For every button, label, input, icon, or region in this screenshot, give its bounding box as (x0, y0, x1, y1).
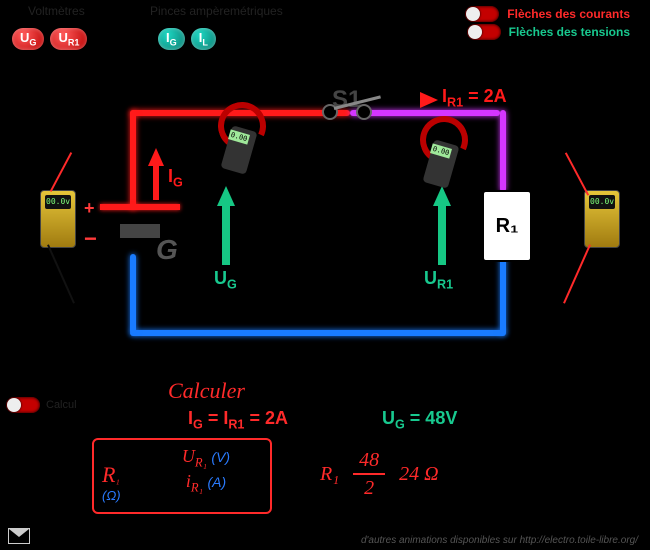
calc-ug-line: UG = 48V (382, 408, 457, 432)
formula-fraction: UR₁ (V) iR₁ (A) (158, 446, 254, 495)
formula-r: R₁ (102, 462, 120, 488)
resistor-r1: R₁ (482, 190, 532, 262)
ammeters-label: Pinces ampèremétriques (150, 4, 283, 18)
result-fraction: 48 2 (353, 450, 385, 498)
result-r: R₁ (320, 463, 339, 486)
toggle-calc-label: Calcul (46, 399, 77, 411)
calc-ig-line: IG = IR1 = 2A (188, 408, 288, 432)
il-button[interactable]: IL (191, 28, 216, 50)
lead (565, 152, 589, 195)
ur1-button[interactable]: UR1 (50, 28, 87, 50)
result-calc: R₁ 48 2 24 Ω (320, 450, 439, 498)
plus-icon: + (84, 198, 95, 219)
generator: + − G (100, 204, 180, 238)
formula-box: R₁ (Ω) UR₁ (V) iR₁ (A) (92, 438, 272, 514)
wire-right-blue (500, 255, 506, 335)
minus-icon: − (84, 226, 97, 252)
ug-label: UG (214, 268, 237, 292)
ug-arrow (222, 205, 230, 265)
voltmeter-left[interactable]: 00.0v (40, 190, 76, 248)
ir1-arrow-head (420, 92, 438, 108)
toggle-currents-label: Flèches des courants (507, 7, 630, 21)
lead (50, 152, 72, 192)
ug-arrow-head (217, 186, 235, 206)
wire-right-magenta (500, 110, 506, 192)
result-value: 24 Ω (399, 463, 438, 486)
ig-arrow (153, 164, 159, 200)
mail-icon[interactable] (8, 528, 30, 544)
clamp-meter-ir1[interactable]: 0.00 (420, 116, 460, 188)
calc-title: Calculer (168, 378, 245, 404)
formula-ohm-unit: (Ω) (102, 488, 121, 503)
footer-credit: d'autres animations disponibles sur http… (361, 535, 638, 546)
ammeter-buttons: IG IL (158, 28, 216, 50)
ug-button[interactable]: UG (12, 28, 44, 50)
toggle-currents[interactable] (465, 6, 499, 22)
toggle-calc-row: Calcul (6, 397, 77, 413)
ur1-label: UR1 (424, 268, 453, 292)
generator-label: G (156, 234, 178, 266)
circuit-simulator: Voltmètres Pinces ampèremétriques UG UR1… (0, 0, 650, 550)
clamp-meter-ig[interactable]: 0.00 (218, 102, 258, 174)
ig-arrow-head (148, 148, 164, 166)
toggle-voltages-label: Flèches des tensions (509, 25, 630, 39)
lead (47, 244, 75, 303)
ur1-arrow (438, 205, 446, 265)
lead (563, 244, 591, 303)
toggle-currents-row: Flèches des courants (465, 6, 630, 22)
voltmeter-buttons: UG UR1 (12, 28, 87, 50)
toggle-voltages[interactable] (467, 24, 501, 40)
ig-button[interactable]: IG (158, 28, 185, 50)
ur1-arrow-head (433, 186, 451, 206)
toggle-voltages-row: Flèches des tensions (467, 24, 630, 40)
ir1-label: IR1 = 2A (442, 86, 507, 110)
voltmeter-right[interactable]: 00.0v (584, 190, 620, 248)
wire-left-blue (130, 254, 136, 334)
ig-label: IG (168, 166, 183, 190)
voltmeters-label: Voltmètres (28, 4, 85, 18)
switch-node-b (356, 104, 372, 120)
toggle-calc[interactable] (6, 397, 40, 413)
wire-bottom-blue (130, 330, 506, 336)
wire-left-red (130, 110, 136, 210)
